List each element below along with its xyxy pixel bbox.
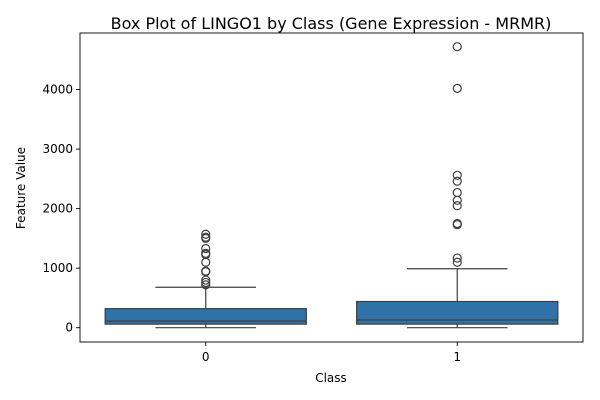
outlier-point <box>201 243 211 254</box>
iqr-box <box>104 308 307 325</box>
outlier-point <box>452 42 462 52</box>
y-axis-label: Feature Value <box>14 147 28 229</box>
boxes <box>104 42 559 329</box>
chart-title: Box Plot of LINGO1 by Class (Gene Expres… <box>111 14 552 33</box>
box-class-0 <box>104 229 307 329</box>
outlier-point <box>452 170 462 180</box>
y-tick-label: 3000 <box>42 142 73 156</box>
outlier-point <box>201 257 211 267</box>
outlier-point <box>452 201 462 211</box>
outlier-point <box>452 257 462 267</box>
iqr-box <box>356 300 559 325</box>
outlier-point <box>452 176 462 186</box>
outlier-point <box>452 83 462 93</box>
y-tick-label: 1000 <box>42 261 73 275</box>
box-class-1 <box>356 42 559 329</box>
outlier-point <box>201 232 211 242</box>
x-tick-label: 1 <box>453 350 461 364</box>
outlier-point <box>201 280 211 290</box>
outlier-point <box>201 248 211 258</box>
x-tick-label: 0 <box>202 350 210 364</box>
outlier-point <box>452 218 462 229</box>
outlier-point <box>452 253 462 263</box>
plot-frame <box>79 32 584 343</box>
outlier-point <box>201 229 211 239</box>
y-tick-label: 0 <box>65 321 73 335</box>
y-axis-ticks: 0 1000 2000 3000 4000 <box>42 83 80 335</box>
outlier-point <box>201 266 211 276</box>
y-tick-label: 4000 <box>42 83 73 97</box>
y-tick-label: 2000 <box>42 202 73 216</box>
outlier-point <box>452 195 462 205</box>
outlier-point <box>452 187 462 198</box>
x-axis-label: Class <box>315 371 347 385</box>
outlier-point <box>201 277 211 288</box>
